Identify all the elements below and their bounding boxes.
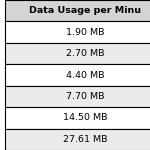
Bar (4, 129, 150, 150)
Bar (4, 107, 150, 129)
Text: 2.70 MB: 2.70 MB (66, 49, 104, 58)
Bar (4, 21, 150, 43)
Bar (4, 0, 150, 21)
Bar (4, 64, 150, 86)
Text: 4.40 MB: 4.40 MB (66, 70, 104, 80)
Bar (4, 86, 150, 107)
Bar (4, 43, 150, 64)
Text: 7.70 MB: 7.70 MB (66, 92, 104, 101)
Text: 1.90 MB: 1.90 MB (66, 28, 104, 37)
Text: 14.50 MB: 14.50 MB (63, 113, 107, 122)
Text: 27.61 MB: 27.61 MB (63, 135, 107, 144)
Text: Data Usage per Minu: Data Usage per Minu (29, 6, 141, 15)
